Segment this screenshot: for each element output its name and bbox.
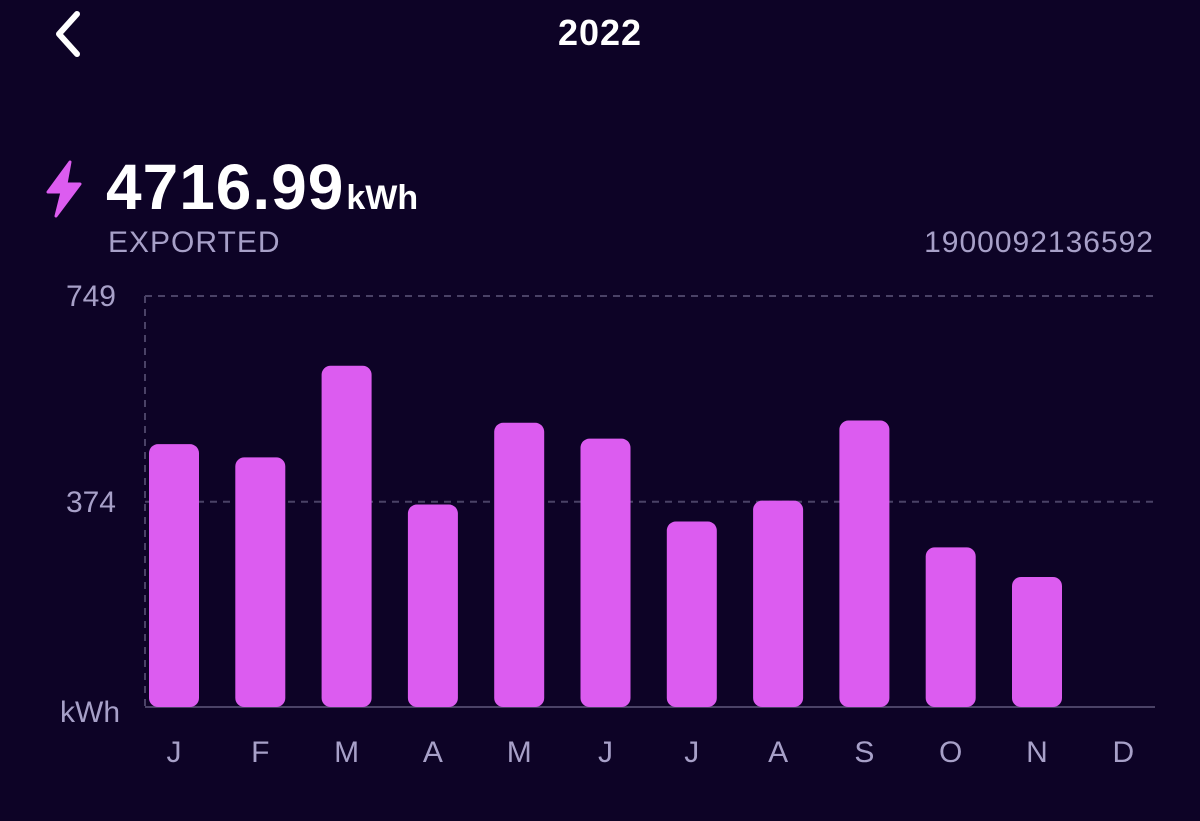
back-button[interactable]: [44, 10, 92, 58]
x-tick-label: J: [598, 736, 613, 769]
bar-7[interactable]: [666, 521, 717, 707]
bar-6[interactable]: [580, 438, 631, 707]
x-tick-label: A: [423, 736, 443, 769]
x-tick-label: J: [684, 736, 699, 769]
x-tick-label: O: [939, 736, 962, 769]
total-value: 4716.99: [106, 151, 345, 223]
chevron-left-icon: [56, 11, 80, 57]
x-tick-label: F: [251, 736, 269, 769]
total-energy: 4716.99 kWh: [106, 150, 418, 224]
x-tick-label: J: [167, 736, 182, 769]
y-tick-label: 374: [66, 486, 116, 519]
y-tick-label: 749: [66, 280, 116, 313]
x-tick-label: M: [507, 736, 532, 769]
x-tick-label: A: [768, 736, 788, 769]
bar-11[interactable]: [1012, 576, 1062, 707]
total-label: EXPORTED: [108, 226, 281, 259]
bar-9[interactable]: [839, 420, 890, 707]
page-title: 2022: [557, 12, 643, 53]
bar-5[interactable]: [494, 422, 545, 707]
y-axis-unit-label: kWh: [60, 696, 120, 729]
bar-3[interactable]: [321, 365, 372, 707]
bar-2[interactable]: [235, 457, 286, 707]
x-tick-label: N: [1026, 736, 1048, 769]
x-tick-label: S: [854, 736, 874, 769]
lightning-bolt-icon: [46, 160, 82, 218]
serial-number: 1900092136592: [924, 226, 1154, 259]
bar-8[interactable]: [753, 500, 804, 707]
bar-4[interactable]: [407, 504, 458, 707]
x-tick-label: M: [334, 736, 359, 769]
total-unit: kWh: [346, 179, 419, 217]
x-tick-label: D: [1112, 736, 1134, 769]
bar-1[interactable]: [149, 444, 199, 707]
bar-10[interactable]: [925, 547, 976, 707]
